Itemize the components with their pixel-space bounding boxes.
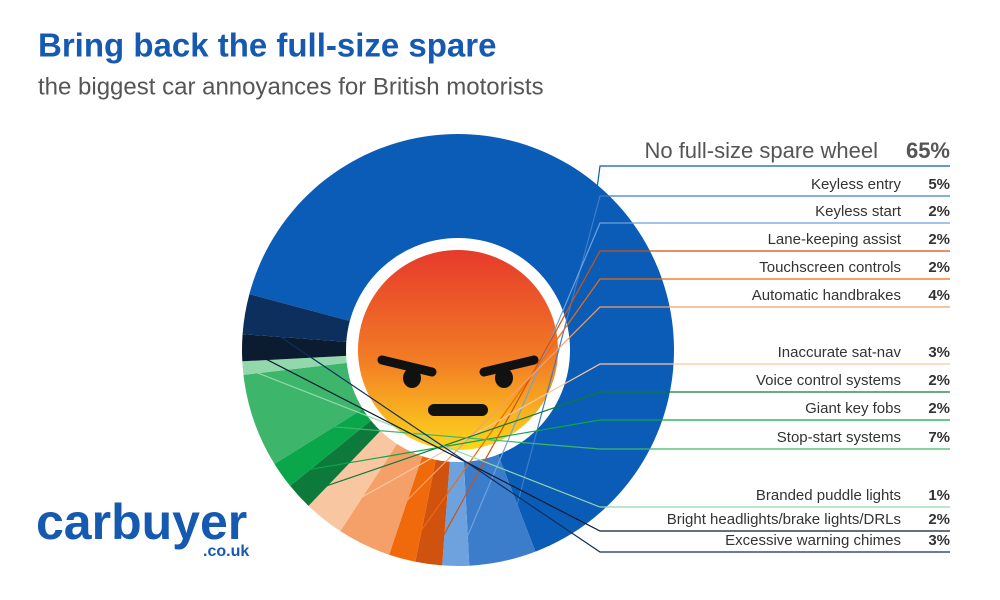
mouth [428,404,488,416]
brand-logo: carbuyer [36,494,247,550]
right-brow [479,355,539,377]
labels: No full-size spare wheel 65%Keyless entry… [243,138,950,565]
right-eye [495,368,513,388]
category-label: Voice control systems [756,372,901,389]
value-label: 2% [928,511,950,528]
leader-line [324,363,950,519]
slice [340,442,423,555]
slice [389,454,437,562]
category-label: No full-size spare wheel [644,138,878,163]
leader-line [283,419,950,475]
category-label: Automatic handbrakes [752,287,901,304]
value-label: 4% [928,287,950,304]
slice [241,334,349,362]
category-label: Lane-keeping assist [768,231,902,248]
category-label: Inaccurate sat-nav [778,344,902,361]
category-label: Giant key fobs [805,400,901,417]
value-label: 2% [928,400,950,417]
value-label: 2% [928,259,950,276]
emoji-face [358,250,558,450]
angry-emoji [346,238,570,462]
slice [290,419,382,506]
slice [463,452,536,566]
value-label: 2% [928,372,950,389]
category-label: Bright headlights/brake lights/DRLs [667,511,901,528]
category-label: Branded puddle lights [756,487,901,504]
leader-line [501,195,950,560]
category-label: Stop-start systems [777,429,901,446]
category-label: Excessive warning chimes [725,532,901,549]
category-label: Touchscreen controls [759,259,901,276]
brand-suffix: .co.uk [203,543,249,560]
value-label: 3% [928,344,950,361]
left-brow [377,355,437,377]
value-label: 3% [928,532,950,549]
leader-line [428,250,950,563]
leader-line [255,419,950,450]
leader-line [455,222,950,565]
slice [308,429,399,532]
value-label: 5% [928,176,950,193]
category-label: Keyless start [815,203,902,220]
chart-subtitle: the biggest car annoyances for British m… [38,73,544,100]
leader-line [300,391,950,496]
chart-title: Bring back the full-size spare [38,27,496,64]
leader-line [243,347,950,532]
leader-line [246,313,950,553]
category-label: Keyless entry [811,176,902,193]
slice [243,362,365,464]
value-label: 65% [906,138,950,163]
leader-line [548,165,950,546]
value-label: 2% [928,231,950,248]
value-label: 2% [928,203,950,220]
left-eye [403,368,421,388]
value-label: 1% [928,487,950,504]
leader-line [244,367,950,508]
value-label: 7% [928,429,950,446]
leader-line [364,306,950,544]
slice [249,133,675,552]
leader-line [402,278,950,558]
